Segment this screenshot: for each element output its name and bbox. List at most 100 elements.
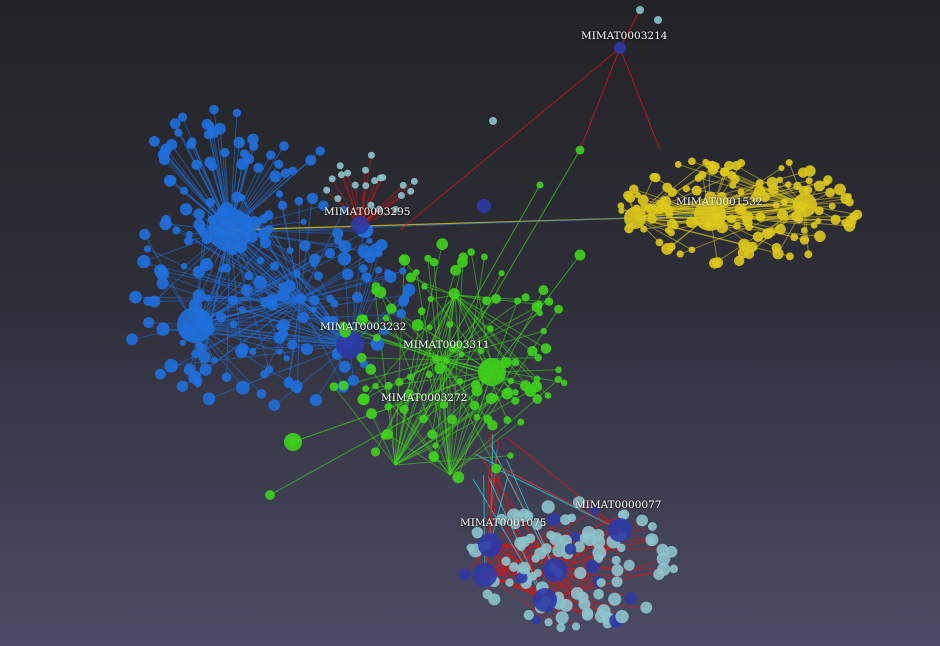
- node[interactable]: [406, 373, 414, 381]
- node[interactable]: [370, 337, 385, 351]
- node[interactable]: [544, 618, 553, 627]
- node[interactable]: [300, 218, 307, 225]
- node[interactable]: [366, 237, 373, 244]
- node[interactable]: [592, 535, 606, 549]
- node[interactable]: [655, 238, 664, 247]
- node[interactable]: [691, 185, 702, 196]
- node[interactable]: [129, 290, 142, 304]
- node[interactable]: [283, 355, 290, 362]
- node[interactable]: [360, 314, 368, 323]
- node[interactable]: [323, 186, 331, 194]
- node[interactable]: [380, 326, 389, 336]
- node[interactable]: [202, 392, 216, 406]
- node[interactable]: [477, 347, 485, 355]
- node[interactable]: [615, 609, 629, 624]
- node[interactable]: [235, 380, 250, 395]
- node[interactable]: [649, 172, 658, 182]
- node[interactable]: [365, 364, 377, 375]
- node[interactable]: [156, 322, 170, 336]
- node[interactable]: [193, 376, 203, 386]
- node[interactable]: [247, 133, 259, 145]
- node[interactable]: [220, 147, 230, 158]
- node[interactable]: [179, 339, 186, 346]
- node[interactable]: [509, 562, 519, 572]
- node[interactable]: [611, 576, 623, 588]
- node[interactable]: [813, 180, 825, 192]
- node[interactable]: [196, 343, 207, 354]
- node[interactable]: [179, 186, 189, 195]
- node[interactable]: [571, 622, 581, 631]
- node[interactable]: [578, 598, 591, 611]
- node[interactable]: [503, 416, 512, 424]
- node[interactable]: [334, 195, 342, 203]
- node[interactable]: [450, 264, 462, 276]
- node[interactable]: [439, 400, 448, 409]
- node[interactable]: [367, 201, 375, 209]
- node[interactable]: [283, 377, 295, 389]
- node[interactable]: [554, 304, 564, 314]
- node[interactable]: [257, 227, 271, 241]
- node[interactable]: [373, 334, 381, 342]
- node[interactable]: [697, 170, 707, 180]
- node[interactable]: [336, 331, 364, 359]
- node[interactable]: [361, 166, 369, 174]
- node[interactable]: [520, 380, 532, 392]
- node[interactable]: [640, 225, 648, 233]
- node[interactable]: [434, 362, 446, 375]
- node[interactable]: [726, 214, 737, 224]
- node[interactable]: [825, 187, 835, 198]
- node[interactable]: [417, 307, 426, 316]
- node[interactable]: [397, 192, 405, 200]
- node[interactable]: [384, 381, 393, 390]
- node[interactable]: [276, 348, 283, 355]
- node[interactable]: [294, 196, 304, 206]
- node[interactable]: [265, 294, 278, 307]
- node[interactable]: [625, 192, 636, 203]
- node[interactable]: [186, 139, 196, 150]
- node[interactable]: [287, 339, 298, 350]
- node[interactable]: [154, 368, 166, 380]
- node[interactable]: [172, 226, 181, 235]
- node[interactable]: [341, 268, 354, 281]
- node[interactable]: [442, 357, 450, 365]
- node[interactable]: [351, 216, 369, 234]
- node[interactable]: [404, 388, 414, 399]
- node[interactable]: [384, 269, 392, 277]
- node[interactable]: [398, 297, 409, 307]
- node[interactable]: [511, 396, 520, 405]
- node[interactable]: [163, 174, 176, 187]
- node[interactable]: [657, 562, 671, 576]
- node[interactable]: [191, 349, 201, 359]
- node[interactable]: [733, 255, 745, 267]
- node[interactable]: [594, 609, 609, 623]
- node[interactable]: [236, 158, 249, 171]
- node[interactable]: [211, 356, 218, 364]
- node[interactable]: [477, 199, 491, 213]
- node[interactable]: [593, 553, 604, 564]
- node[interactable]: [198, 351, 211, 364]
- node[interactable]: [324, 247, 336, 259]
- node[interactable]: [338, 322, 349, 333]
- node[interactable]: [491, 293, 502, 304]
- node[interactable]: [624, 592, 637, 605]
- node[interactable]: [340, 205, 348, 214]
- node[interactable]: [667, 229, 675, 237]
- node[interactable]: [191, 159, 202, 171]
- node[interactable]: [656, 199, 664, 208]
- node[interactable]: [278, 328, 289, 339]
- node[interactable]: [232, 108, 242, 118]
- node[interactable]: [521, 293, 530, 302]
- node[interactable]: [269, 261, 280, 271]
- node[interactable]: [284, 433, 302, 451]
- node[interactable]: [478, 533, 502, 557]
- node[interactable]: [534, 353, 542, 362]
- node[interactable]: [344, 169, 352, 177]
- node[interactable]: [593, 588, 604, 600]
- node[interactable]: [244, 271, 254, 281]
- node[interactable]: [611, 564, 624, 577]
- node[interactable]: [332, 228, 344, 239]
- node[interactable]: [623, 559, 635, 571]
- node[interactable]: [581, 607, 594, 619]
- node[interactable]: [338, 380, 349, 391]
- node[interactable]: [785, 159, 793, 167]
